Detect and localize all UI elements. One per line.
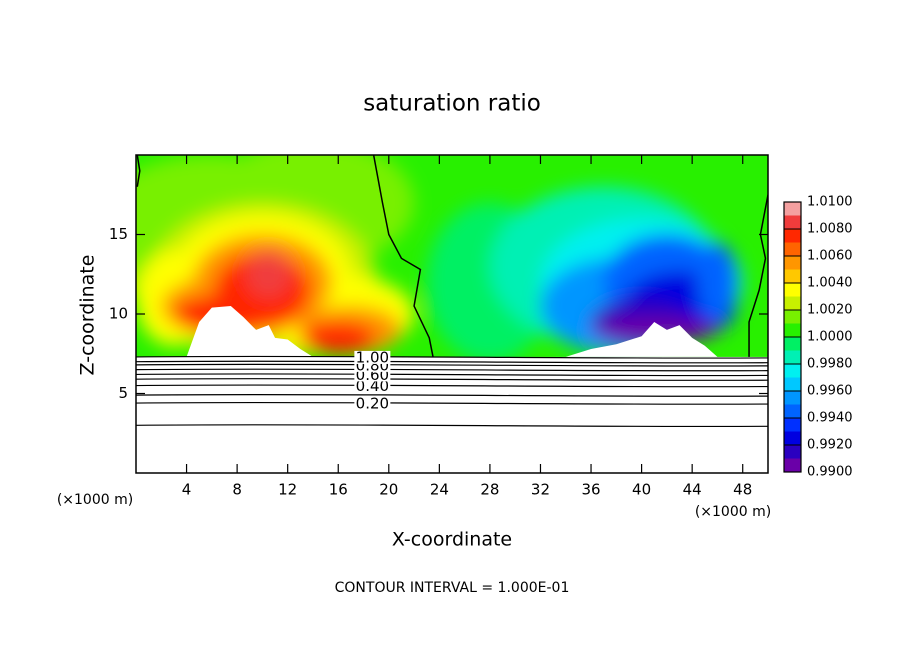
contour-line xyxy=(136,378,768,381)
colorbar-band xyxy=(784,215,801,229)
colorbar-band xyxy=(784,310,801,324)
colorbar-band xyxy=(784,337,801,351)
x-tick-label: 20 xyxy=(379,481,398,499)
y-tick-label: 15 xyxy=(109,225,128,243)
colorbar-band xyxy=(784,269,801,283)
x-tick-label: 4 xyxy=(182,481,192,499)
colorbar-band xyxy=(784,323,801,337)
colorbar-band xyxy=(784,377,801,391)
contour-line xyxy=(136,393,768,397)
x-tick-label: 36 xyxy=(581,481,600,499)
field-region xyxy=(697,242,738,322)
contour-line xyxy=(136,384,768,388)
x-tick-label: 12 xyxy=(278,481,297,499)
colorbar-band xyxy=(784,458,801,472)
x-unit-label: (×1000 m) xyxy=(57,492,133,508)
chart-title: saturation ratio xyxy=(363,91,541,117)
colorbar-label: 0.9920 xyxy=(807,438,853,453)
contour-line xyxy=(136,360,768,364)
colorbar-label: 1.0020 xyxy=(807,303,853,318)
x-axis-label: X-coordinate xyxy=(392,529,512,551)
y-tick-label: 10 xyxy=(109,305,128,323)
colorbar-label: 1.0080 xyxy=(807,222,853,237)
contour-line xyxy=(136,424,768,428)
colorbar-band xyxy=(784,283,801,297)
x-tick-label: 32 xyxy=(531,481,550,499)
contour-label-bg xyxy=(354,350,391,364)
colorbar-band xyxy=(784,445,801,459)
foreground: 0.200.400.600.801.004 8 12 16 20 24 28 32 36 40 44… xyxy=(109,154,853,499)
contour-label-bg xyxy=(354,397,391,411)
colorbar-label: 1.0100 xyxy=(807,195,853,210)
field-blobs xyxy=(136,155,743,362)
contour-line xyxy=(136,373,768,377)
contour-field xyxy=(136,155,768,473)
isoline xyxy=(372,155,434,358)
contour-line xyxy=(136,401,768,405)
y-axis-label: Z-coordinate xyxy=(77,255,99,376)
y-tick-label: 5 xyxy=(118,384,128,402)
colorbar-band xyxy=(784,256,801,270)
field-region xyxy=(300,321,377,354)
colorbar-band xyxy=(784,431,801,445)
x-tick-label: 16 xyxy=(329,481,348,499)
colorbar-band xyxy=(784,242,801,256)
clear-region xyxy=(186,306,313,357)
colorbar-label: 0.9940 xyxy=(807,411,853,426)
x-tick-label: 40 xyxy=(632,481,651,499)
contour-label: 1.00 xyxy=(356,348,389,366)
colorbar-band xyxy=(784,391,801,405)
colorbar-band xyxy=(784,364,801,378)
contour-line xyxy=(136,363,768,367)
isoline xyxy=(136,155,141,187)
colorbar-label: 0.9960 xyxy=(807,384,853,399)
annotation: CONTOUR INTERVAL = 1.000E-01 xyxy=(335,580,570,596)
colorbar-label: 1.0040 xyxy=(807,276,853,291)
x-tick-label: 8 xyxy=(232,481,242,499)
x-tick-label: 48 xyxy=(733,481,752,499)
isoline xyxy=(748,194,768,357)
x-tick-label: 28 xyxy=(480,481,499,499)
colorbar-label: 1.0000 xyxy=(807,330,853,345)
colorbar-label: 0.9900 xyxy=(807,465,853,480)
colorbar-band xyxy=(784,418,801,432)
x-unit-label: (×1000 m) xyxy=(695,504,771,520)
contour-line xyxy=(136,355,768,359)
contour-label-bg xyxy=(354,379,391,393)
clear-region xyxy=(565,321,718,357)
contour-label: 0.40 xyxy=(356,377,389,395)
x-tick-label: 44 xyxy=(683,481,702,499)
colorbar-label: 0.9980 xyxy=(807,357,853,372)
field-region xyxy=(245,250,292,299)
colorbar-band xyxy=(784,404,801,418)
x-tick-label: 24 xyxy=(430,481,449,499)
colorbar-band xyxy=(784,350,801,364)
colorbar-band xyxy=(784,202,801,216)
contour-line xyxy=(136,368,768,372)
clear-layer xyxy=(136,356,768,473)
colorbar-band xyxy=(784,229,801,243)
colorbar-band xyxy=(784,296,801,310)
contour-label: 0.20 xyxy=(356,395,389,413)
colorbar-label: 1.0060 xyxy=(807,249,853,264)
